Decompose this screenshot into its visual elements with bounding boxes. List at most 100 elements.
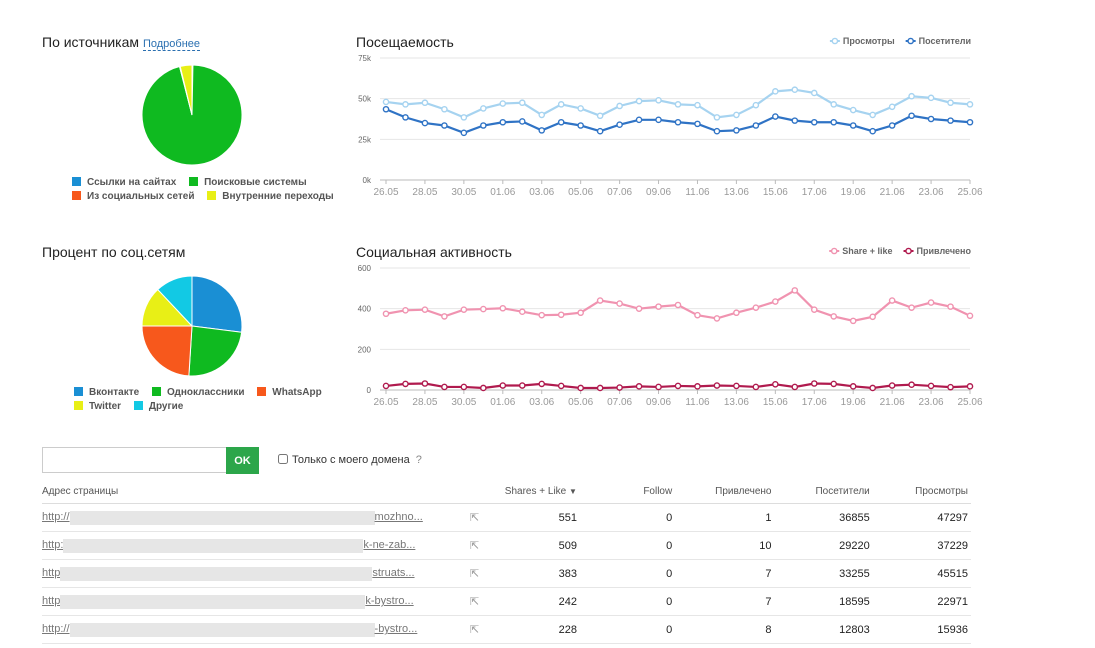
social-pct-slice-1[interactable] (188, 325, 243, 377)
ok-button[interactable]: OK (226, 447, 259, 474)
social-point-1-14[interactable] (655, 383, 662, 391)
attendance-point-0-16[interactable] (694, 101, 701, 109)
attendance-point-0-5[interactable] (480, 105, 487, 112)
attendance-point-1-21[interactable] (791, 117, 799, 124)
social-point-0-25[interactable] (869, 313, 876, 321)
social-legend-label-1[interactable]: Привлечено (917, 246, 972, 256)
attendance-point-0-11[interactable] (596, 112, 604, 120)
social-point-1-7[interactable] (518, 382, 526, 389)
attendance-point-0-2[interactable] (421, 99, 429, 107)
attendance-point-1-1[interactable] (402, 114, 409, 121)
page-url-link[interactable]: http:// mozhno... (42, 510, 423, 525)
social-point-1-13[interactable] (635, 383, 643, 390)
attendance-point-0-3[interactable] (441, 105, 448, 113)
external-link-icon[interactable]: ⇱ (470, 512, 480, 524)
social-point-1-22[interactable] (810, 380, 818, 387)
page-url-link[interactable]: http: k-ne-zab... (42, 538, 415, 553)
attendance-point-1-0[interactable] (382, 105, 390, 113)
col-shares[interactable]: Shares + Like ▼ (470, 479, 580, 504)
attendance-point-1-2[interactable] (421, 119, 429, 127)
attendance-point-1-27[interactable] (908, 112, 915, 120)
attendance-point-0-20[interactable] (772, 88, 779, 95)
attendance-legend-label-0[interactable]: Просмотры (843, 36, 895, 46)
social-point-1-16[interactable] (694, 383, 701, 390)
page-url-link[interactable]: http k-bystro... (42, 594, 414, 609)
social-pct-slice-0[interactable] (191, 275, 243, 333)
social-point-0-3[interactable] (441, 313, 448, 320)
social-point-1-20[interactable] (772, 381, 779, 388)
legend-item-social[interactable]: Из социальных сетей (72, 191, 194, 202)
legend-item-twitter[interactable]: Twitter (74, 401, 121, 412)
social-point-0-10[interactable] (577, 309, 584, 317)
social-point-1-10[interactable] (577, 384, 584, 392)
attendance-point-1-28[interactable] (927, 115, 935, 123)
attendance-point-1-7[interactable] (518, 118, 526, 125)
social-point-1-18[interactable] (733, 382, 740, 390)
attendance-point-1-20[interactable] (772, 113, 779, 120)
page-url-link[interactable]: http:// -bystro... (42, 622, 417, 637)
social-point-1-2[interactable] (421, 380, 429, 387)
attendance-point-1-29[interactable] (947, 117, 954, 124)
social-pct-slice-2[interactable] (141, 325, 193, 377)
attendance-point-1-26[interactable] (888, 122, 896, 129)
col-attracted[interactable]: Привлечено (675, 479, 775, 504)
social-point-1-27[interactable] (908, 381, 915, 389)
attendance-point-1-6[interactable] (499, 118, 507, 126)
social-point-1-6[interactable] (499, 382, 507, 389)
social-point-0-0[interactable] (382, 310, 390, 318)
external-link-icon[interactable]: ⇱ (470, 596, 480, 608)
social-point-1-5[interactable] (480, 384, 487, 392)
social-point-0-28[interactable] (927, 299, 935, 306)
attendance-point-1-11[interactable] (596, 127, 604, 135)
social-point-0-30[interactable] (966, 312, 974, 320)
attendance-point-0-28[interactable] (927, 94, 935, 102)
social-point-0-29[interactable] (947, 303, 954, 310)
social-point-0-9[interactable] (557, 311, 565, 319)
attendance-point-1-15[interactable] (674, 118, 682, 126)
attendance-point-0-0[interactable] (382, 98, 390, 106)
social-point-1-0[interactable] (382, 382, 390, 390)
social-point-0-2[interactable] (421, 306, 429, 313)
social-point-0-8[interactable] (538, 311, 546, 319)
attendance-point-0-27[interactable] (908, 92, 915, 100)
social-point-0-6[interactable] (499, 304, 507, 312)
social-point-1-30[interactable] (966, 383, 974, 390)
attendance-point-0-25[interactable] (869, 111, 876, 119)
attendance-point-0-17[interactable] (713, 114, 721, 121)
attendance-point-1-10[interactable] (577, 122, 584, 129)
attendance-point-0-12[interactable] (616, 102, 623, 110)
attendance-point-0-19[interactable] (752, 101, 760, 109)
social-point-0-24[interactable] (849, 317, 857, 325)
attendance-point-0-21[interactable] (791, 86, 799, 94)
own-domain-checkbox[interactable] (278, 454, 288, 464)
social-point-0-26[interactable] (888, 297, 896, 304)
legend-item-vk[interactable]: Вконтакте (74, 387, 139, 398)
social-pct-slice-4[interactable] (157, 275, 193, 328)
own-domain-filter[interactable]: Только с моего домена? (278, 454, 422, 466)
attendance-point-1-14[interactable] (655, 116, 662, 124)
page-url-link[interactable]: http struats... (42, 566, 415, 581)
attendance-point-1-17[interactable] (713, 127, 721, 135)
attendance-point-1-25[interactable] (869, 127, 876, 135)
legend-item-whatsapp[interactable]: WhatsApp (257, 387, 322, 398)
attendance-point-1-3[interactable] (441, 122, 448, 129)
social-point-1-15[interactable] (674, 382, 682, 390)
attendance-point-1-13[interactable] (635, 116, 643, 124)
attendance-point-1-9[interactable] (557, 118, 565, 126)
attendance-point-1-16[interactable] (694, 120, 701, 128)
attendance-point-0-15[interactable] (674, 101, 682, 108)
external-link-icon[interactable]: ⇱ (470, 540, 480, 552)
attendance-point-0-9[interactable] (557, 101, 565, 108)
social-point-1-25[interactable] (869, 384, 876, 392)
attendance-point-1-30[interactable] (966, 118, 974, 126)
social-point-0-5[interactable] (480, 305, 487, 313)
attendance-point-1-19[interactable] (752, 122, 760, 129)
social-point-0-11[interactable] (596, 297, 604, 304)
social-point-1-19[interactable] (752, 383, 760, 391)
attendance-point-0-18[interactable] (733, 111, 740, 119)
attendance-point-1-22[interactable] (810, 118, 818, 126)
attendance-point-1-23[interactable] (830, 118, 838, 126)
legend-item-search[interactable]: Поисковые системы (189, 177, 307, 188)
attendance-point-0-23[interactable] (830, 101, 838, 108)
attendance-point-0-8[interactable] (538, 111, 546, 119)
